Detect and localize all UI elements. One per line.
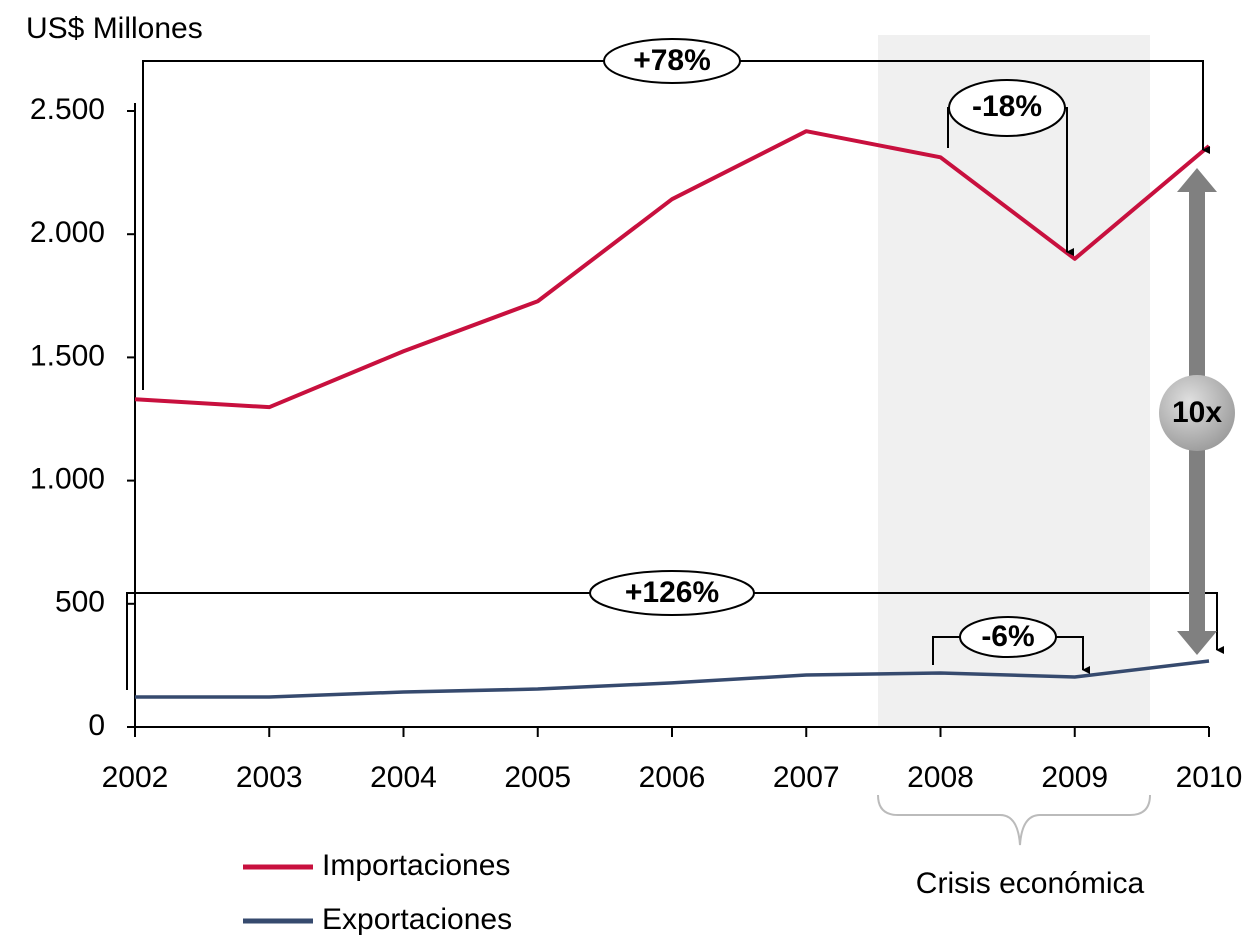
crisis-shading: [878, 35, 1150, 727]
x-tick-label: 2010: [1176, 761, 1243, 794]
x-tick-label: 2004: [370, 761, 437, 794]
x-tick-label: 2002: [102, 761, 169, 794]
annotation: 10x: [1172, 396, 1222, 429]
legend-label: Exportaciones: [322, 903, 512, 936]
badge: [603, 38, 741, 84]
x-tick-label: 2005: [504, 761, 571, 794]
annotations: +78% -18% +126% -6% 10x Crisis económica: [126, 38, 1235, 900]
badge: [959, 616, 1057, 658]
y-tick-label: 2.500: [30, 93, 105, 126]
series-line: [135, 659, 1210, 699]
x-tick-label: 2008: [907, 761, 974, 794]
annotation: -6%: [981, 620, 1034, 653]
annotation: +78%: [633, 44, 711, 77]
y-tick-label: 0: [88, 709, 105, 742]
y-tick-label: 500: [55, 586, 105, 619]
annotation: -18%: [972, 90, 1042, 123]
x-tick-label: 2003: [236, 761, 303, 794]
badge: [948, 79, 1066, 137]
annotation: Crisis económica: [916, 867, 1145, 900]
y-tick-label: 2.000: [30, 216, 105, 249]
badge: [589, 570, 755, 616]
y-axis-label: US$ Millones: [26, 12, 203, 45]
x-tick-label: 2009: [1041, 761, 1108, 794]
x-tick-label: 2006: [639, 761, 706, 794]
y-tick-label: 1.500: [30, 339, 105, 372]
plot: 0 500 1.000 1.500 2.000 2.500 2002 2003 2004 2005…: [30, 93, 1242, 936]
legend-label: Importaciones: [322, 849, 510, 882]
ratio-badge: [1159, 375, 1235, 451]
brace: [877, 794, 1151, 846]
y-tick-label: 1.000: [30, 463, 105, 496]
x-tick-label: 2007: [773, 761, 840, 794]
annotation: +126%: [625, 576, 719, 609]
series-line: [134, 129, 1211, 410]
